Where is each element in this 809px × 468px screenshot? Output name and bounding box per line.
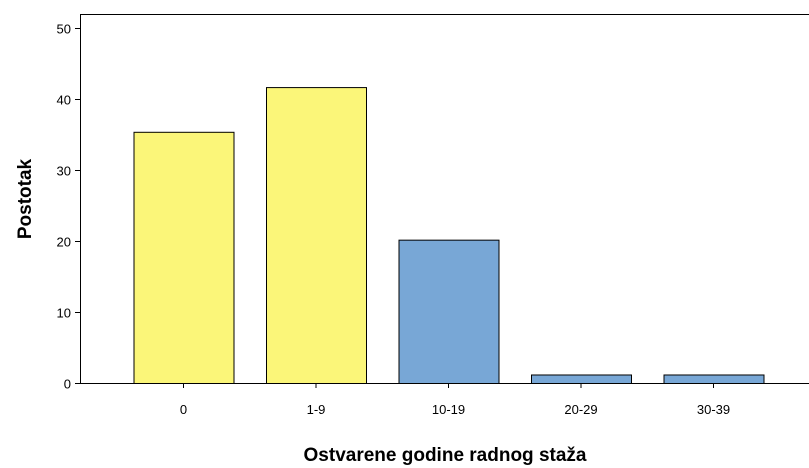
y-tick-label-50: 50 — [57, 22, 71, 37]
bar-0 — [133, 131, 235, 384]
bars-group — [133, 87, 765, 385]
x-tick-label-0: 0 — [180, 402, 187, 417]
y-tick-label-30: 30 — [57, 164, 71, 179]
y-axis-title: Postotak — [15, 158, 36, 239]
x-axis-title: Ostvarene godine radnog staža — [304, 445, 587, 466]
x-tick-label-1-9: 1-9 — [307, 402, 326, 417]
bar-20-29 — [531, 374, 632, 385]
y-tick-label-20: 20 — [57, 235, 71, 250]
bar-30-39 — [663, 374, 765, 385]
y-tick-label-10: 10 — [57, 306, 71, 321]
bar-1-9 — [266, 87, 367, 384]
y-tick-label-0: 0 — [64, 377, 71, 392]
bar-10-19 — [398, 239, 500, 384]
y-tick-label-40: 40 — [57, 93, 71, 108]
x-tick-label-20-29: 20-29 — [564, 402, 597, 417]
x-tick-label-30-39: 30-39 — [697, 402, 730, 417]
x-tick-label-10-19: 10-19 — [432, 402, 465, 417]
x-axis-ticks: 0 1-9 10-19 20-29 30-39 — [180, 383, 730, 417]
y-axis-ticks: 0 10 20 30 40 50 — [57, 22, 80, 392]
